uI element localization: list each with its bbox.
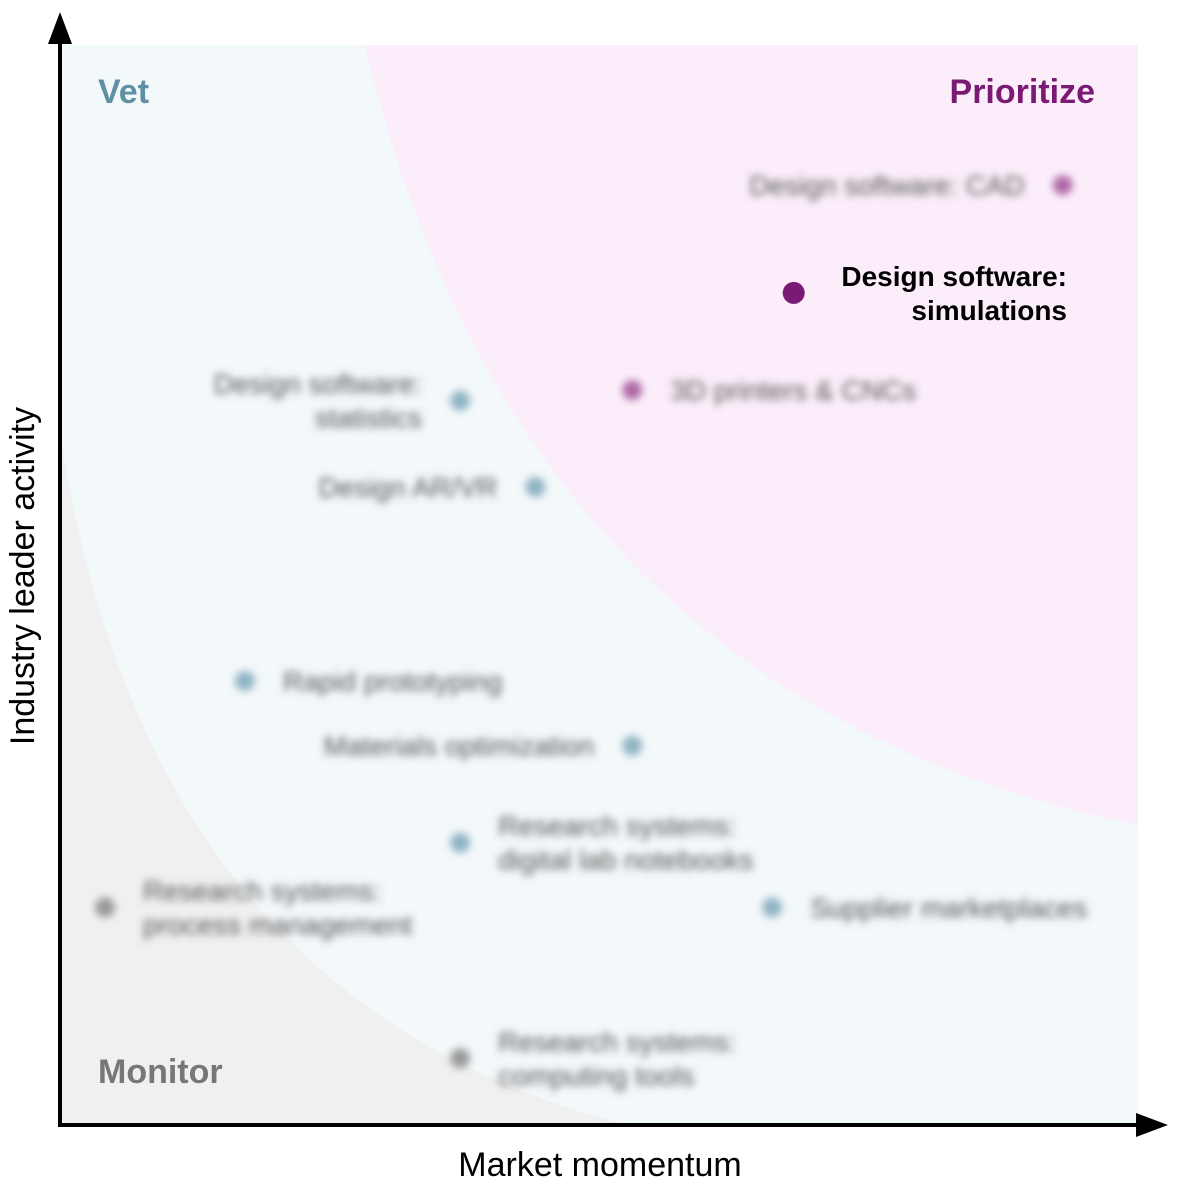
data-point-p4: Design AR/VR: [318, 472, 546, 503]
point-label: Supplier marketplaces: [810, 892, 1087, 923]
data-point-p3: Design software: statistics: [214, 369, 471, 434]
point-marker: [782, 281, 805, 304]
point-label: Research systems: process management: [143, 875, 412, 940]
data-point-p0: Design software: CAD: [749, 170, 1073, 201]
point-marker: [525, 477, 546, 497]
point-label: Research systems: digital lab notebooks: [498, 811, 753, 876]
point-label: Design software: CAD: [749, 170, 1024, 201]
point-marker: [622, 380, 643, 400]
quadrant-label-prioritize: Prioritize: [950, 73, 1095, 111]
point-label: Rapid prototyping: [283, 666, 502, 697]
y-axis-arrow: [48, 12, 72, 44]
point-marker: [762, 897, 783, 918]
quadrant-label-vet: Vet: [98, 73, 149, 111]
point-marker: [622, 735, 643, 756]
monitor-region: [62, 445, 620, 1123]
point-marker: [450, 832, 471, 853]
data-point-p1: Design software: simulations: [782, 261, 1067, 326]
point-label: Research systems: computing tools: [498, 1026, 736, 1091]
data-point-p9: Research systems: process management: [95, 875, 412, 940]
data-point-p6: Materials optimization: [324, 731, 643, 762]
point-marker: [450, 390, 471, 411]
point-marker: [95, 897, 115, 918]
point-marker: [450, 1048, 471, 1069]
data-point-p5: Rapid prototyping: [234, 666, 502, 697]
point-marker: [234, 671, 255, 691]
data-points: Design software: CAD Design software: simu…: [95, 170, 1087, 1091]
y-axis-title: Industry leader activity: [4, 407, 42, 745]
point-label: Materials optimization: [324, 731, 595, 762]
data-point-p7: Research systems: digital lab notebooks: [450, 811, 753, 876]
prioritize-region: [365, 45, 1138, 825]
data-point-p8: Supplier marketplaces: [762, 892, 1087, 923]
x-axis-arrow: [1136, 1113, 1168, 1137]
point-label: Design software: statistics: [214, 369, 423, 434]
x-axis-title: Market momentum: [458, 1146, 741, 1184]
point-marker: [1052, 175, 1073, 196]
point-label: Design AR/VR: [318, 472, 497, 503]
point-label: 3D printers & CNCs: [670, 375, 916, 406]
data-point-p10: Research systems: computing tools: [450, 1026, 736, 1091]
point-label: Design software: simulations: [841, 261, 1067, 326]
quadrant-label-monitor: Monitor: [98, 1053, 223, 1091]
data-point-p2: 3D printers & CNCs: [622, 375, 916, 406]
